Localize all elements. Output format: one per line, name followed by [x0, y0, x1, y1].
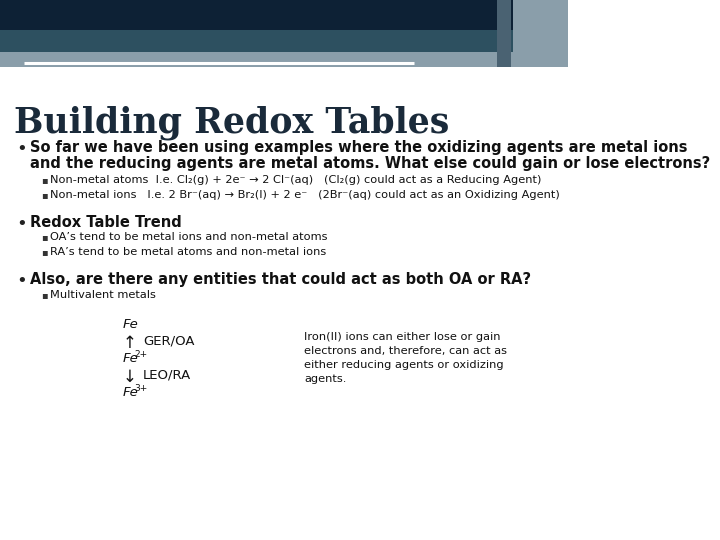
Text: Fe: Fe — [122, 318, 138, 331]
Text: So far we have been using examples where the oxidizing agents are metal ions: So far we have been using examples where… — [30, 140, 688, 155]
Text: Redox Table Trend: Redox Table Trend — [30, 215, 181, 230]
Text: OA’s tend to be metal ions and non-metal atoms: OA’s tend to be metal ions and non-metal… — [50, 232, 327, 242]
Bar — [0, 30, 568, 52]
Text: •: • — [16, 272, 27, 290]
Text: Iron(II) ions can either lose or gain
electrons and, therefore, can act as
eithe: Iron(II) ions can either lose or gain el… — [304, 332, 507, 384]
Text: LEO/RA: LEO/RA — [143, 368, 191, 381]
Text: ▪: ▪ — [41, 232, 48, 242]
Text: •: • — [16, 140, 27, 158]
Text: Fe: Fe — [122, 352, 138, 365]
Text: and the reducing agents are metal atoms. What else could gain or lose electrons?: and the reducing agents are metal atoms.… — [30, 156, 710, 171]
Text: ▪: ▪ — [41, 290, 48, 300]
Text: ↓: ↓ — [122, 368, 136, 386]
Text: ▪: ▪ — [41, 190, 48, 200]
Text: Multivalent metals: Multivalent metals — [50, 290, 156, 300]
Text: 2+: 2+ — [134, 350, 148, 359]
Text: ▪: ▪ — [41, 247, 48, 257]
Text: ↑: ↑ — [122, 334, 136, 352]
Text: GER/OA: GER/OA — [143, 334, 194, 347]
Text: Non-metal atoms  I.e. Cl₂(g) + 2e⁻ → 2 Cl⁻(aq)   (Cl₂(g) could act as a Reducing: Non-metal atoms I.e. Cl₂(g) + 2e⁻ → 2 Cl… — [50, 175, 541, 185]
Bar — [513, 0, 568, 67]
Text: ▪: ▪ — [41, 175, 48, 185]
Bar — [0, 0, 568, 30]
Text: Also, are there any entities that could act as both OA or RA?: Also, are there any entities that could … — [30, 272, 531, 287]
Text: Fe: Fe — [122, 386, 138, 399]
Text: RA’s tend to be metal atoms and non-metal ions: RA’s tend to be metal atoms and non-meta… — [50, 247, 326, 257]
Text: 3+: 3+ — [134, 384, 148, 393]
Bar — [498, 0, 511, 67]
Bar — [0, 52, 568, 67]
Text: Non-metal ions   I.e. 2 Br⁻(aq) → Br₂(l) + 2 e⁻   (2Br⁻(aq) could act as an Oxid: Non-metal ions I.e. 2 Br⁻(aq) → Br₂(l) +… — [50, 190, 559, 200]
Text: •: • — [16, 215, 27, 233]
Text: Building Redox Tables: Building Redox Tables — [14, 105, 449, 139]
